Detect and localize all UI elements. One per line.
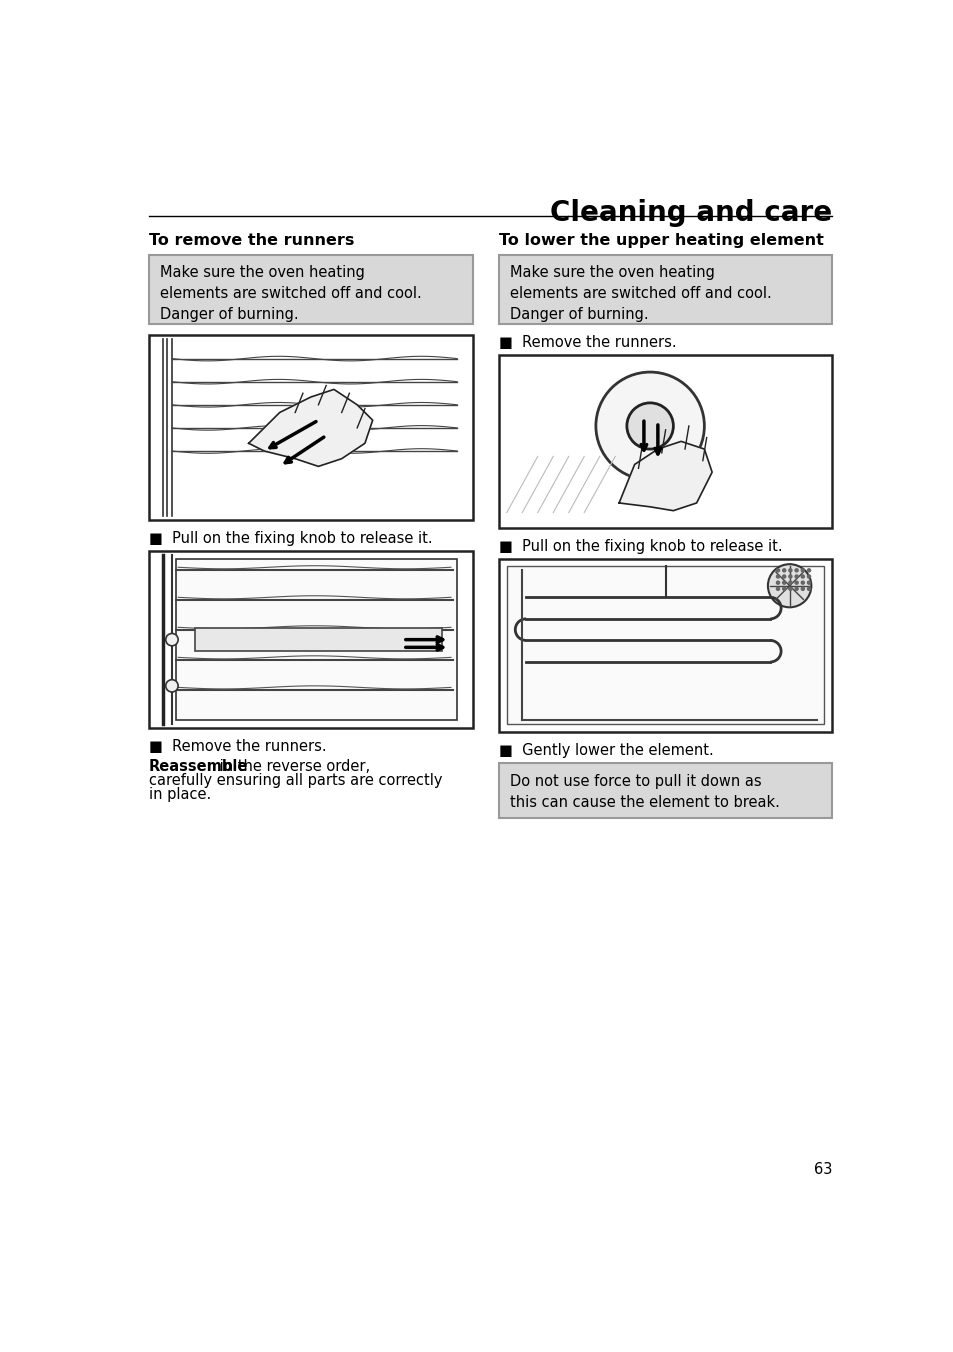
- Text: ■  Remove the runners.: ■ Remove the runners.: [149, 740, 326, 754]
- Circle shape: [788, 575, 791, 579]
- Polygon shape: [618, 441, 711, 511]
- FancyBboxPatch shape: [498, 558, 831, 731]
- Circle shape: [596, 372, 703, 480]
- Circle shape: [166, 680, 178, 692]
- FancyBboxPatch shape: [149, 254, 472, 324]
- Circle shape: [776, 569, 779, 572]
- Circle shape: [776, 575, 779, 579]
- Circle shape: [166, 634, 178, 646]
- Circle shape: [801, 581, 803, 584]
- Circle shape: [767, 564, 810, 607]
- Circle shape: [788, 581, 791, 584]
- Circle shape: [794, 569, 798, 572]
- FancyBboxPatch shape: [498, 254, 831, 324]
- FancyBboxPatch shape: [506, 566, 823, 725]
- Circle shape: [781, 569, 785, 572]
- Text: To remove the runners: To remove the runners: [149, 233, 354, 247]
- Circle shape: [794, 587, 798, 591]
- Text: in the reverse order,: in the reverse order,: [215, 758, 370, 773]
- Text: Make sure the oven heating
elements are switched off and cool.
Danger of burning: Make sure the oven heating elements are …: [159, 265, 421, 322]
- Circle shape: [801, 569, 803, 572]
- FancyBboxPatch shape: [498, 763, 831, 818]
- Circle shape: [776, 587, 779, 591]
- Circle shape: [781, 587, 785, 591]
- Circle shape: [794, 581, 798, 584]
- FancyBboxPatch shape: [498, 354, 831, 529]
- Text: To lower the upper heating element: To lower the upper heating element: [498, 233, 823, 247]
- Text: carefully ensuring all parts are correctly: carefully ensuring all parts are correct…: [149, 773, 442, 788]
- Circle shape: [794, 575, 798, 579]
- Text: ■  Remove the runners.: ■ Remove the runners.: [498, 335, 676, 350]
- Circle shape: [806, 575, 810, 579]
- FancyBboxPatch shape: [149, 335, 472, 521]
- FancyBboxPatch shape: [175, 558, 456, 721]
- Text: Reassemble: Reassemble: [149, 758, 248, 773]
- Circle shape: [788, 587, 791, 591]
- Circle shape: [806, 569, 810, 572]
- Text: in place.: in place.: [149, 787, 211, 802]
- Circle shape: [801, 587, 803, 591]
- Text: Do not use force to pull it down as
this can cause the element to break.: Do not use force to pull it down as this…: [509, 773, 779, 810]
- Circle shape: [626, 403, 673, 449]
- Circle shape: [788, 569, 791, 572]
- Text: 63: 63: [813, 1163, 831, 1178]
- FancyBboxPatch shape: [195, 629, 441, 652]
- Circle shape: [806, 587, 810, 591]
- Text: ■  Pull on the fixing knob to release it.: ■ Pull on the fixing knob to release it.: [498, 538, 781, 554]
- Text: ■  Pull on the fixing knob to release it.: ■ Pull on the fixing knob to release it.: [149, 531, 432, 546]
- Circle shape: [806, 581, 810, 584]
- Circle shape: [801, 575, 803, 579]
- Circle shape: [776, 581, 779, 584]
- Circle shape: [781, 575, 785, 579]
- Polygon shape: [249, 389, 373, 466]
- Circle shape: [781, 581, 785, 584]
- FancyBboxPatch shape: [149, 552, 472, 729]
- Text: Cleaning and care: Cleaning and care: [550, 199, 831, 227]
- Text: ■  Gently lower the element.: ■ Gently lower the element.: [498, 742, 713, 758]
- Text: Make sure the oven heating
elements are switched off and cool.
Danger of burning: Make sure the oven heating elements are …: [509, 265, 771, 322]
